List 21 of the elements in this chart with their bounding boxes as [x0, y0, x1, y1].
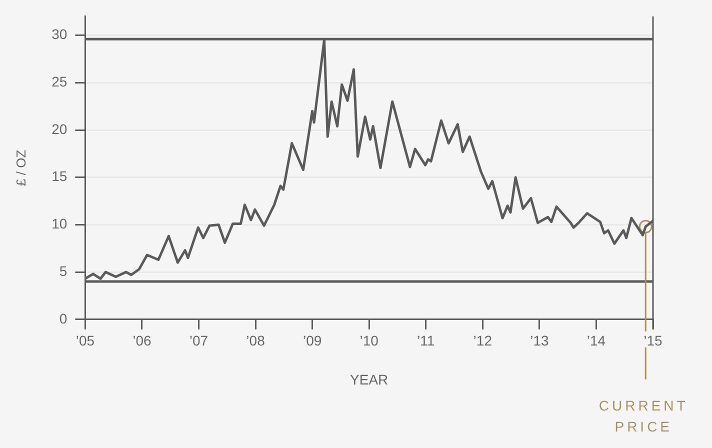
- x-tick-label: ’05: [76, 332, 95, 349]
- y-axis-title: £ / OZ: [13, 150, 28, 186]
- y-tick-label: 15: [52, 168, 68, 184]
- x-tick-label: ’07: [189, 332, 208, 349]
- y-tick-label: 0: [59, 310, 68, 326]
- y-tick-label: 20: [52, 120, 68, 137]
- x-tick-label: ’11: [417, 332, 435, 349]
- x-tick-label: ’13: [530, 332, 549, 349]
- ref-line-label: CURRENT PRICE: [598, 397, 688, 434]
- y-tick-label: 30: [52, 26, 68, 42]
- x-tick-label: ’09: [302, 332, 322, 349]
- x-tick-label: ’12: [473, 332, 492, 349]
- x-axis-title: YEAR: [350, 371, 388, 388]
- y-tick-label: 25: [52, 74, 68, 90]
- x-tick-label: ’15: [644, 332, 663, 349]
- y-tick-label: 10: [52, 216, 68, 232]
- x-tick-label: ’14: [586, 332, 606, 349]
- x-tick-label: ’10: [360, 332, 379, 349]
- x-tick-label: ’08: [246, 332, 266, 349]
- y-tick-label: 5: [59, 262, 68, 279]
- x-tick-label: ’06: [132, 332, 152, 349]
